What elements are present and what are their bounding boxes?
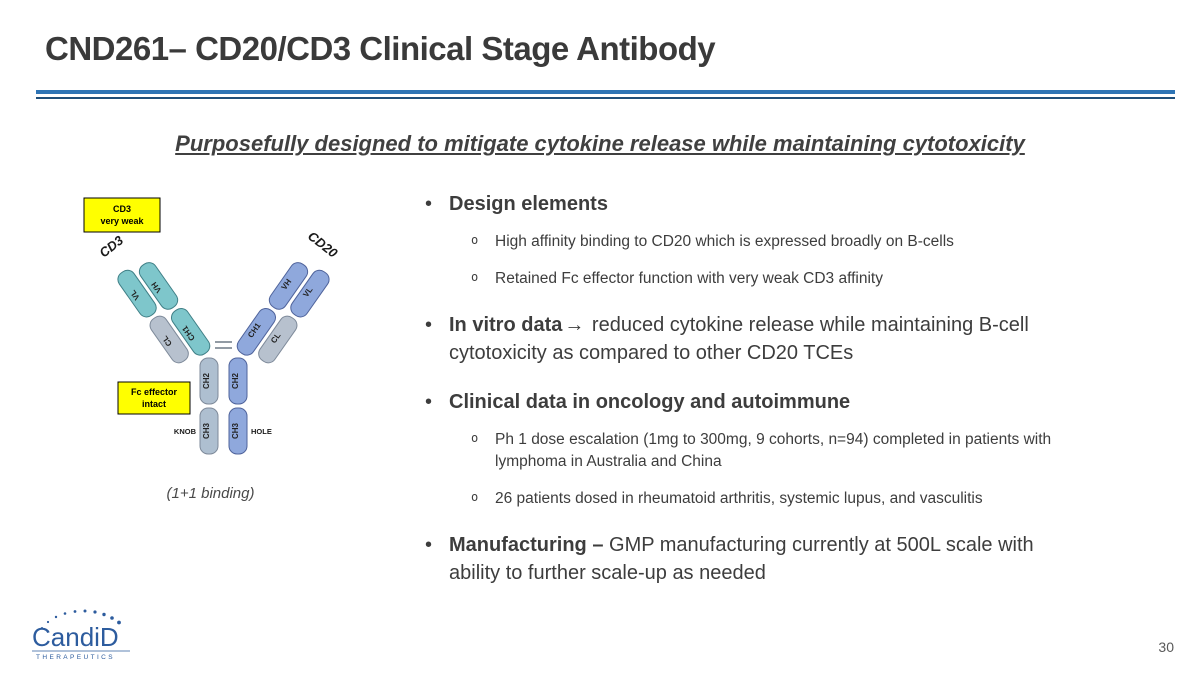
content-bullets: Design elements High affinity binding to…	[424, 190, 1064, 608]
bullet-rest: GMP manufacturing currently at 500L scal…	[449, 534, 1034, 584]
logo-subtext: THERAPEUTICS	[36, 654, 115, 661]
fc-intact-callout: Fc effector intact	[117, 381, 191, 415]
segment-ch2-hole	[228, 357, 248, 405]
bullet-lead: Design elements	[449, 193, 608, 215]
bullet-manufacturing: Manufacturing – GMP manufacturing curren…	[424, 531, 1064, 587]
sub-bullet: Ph 1 dose escalation (1mg to 300mg, 9 co…	[471, 429, 1064, 473]
page-number: 30	[1158, 639, 1174, 655]
antibody-diagram: VL CL VH CH1 VL CL VH CH1 CH2 C	[58, 192, 363, 502]
bullet-lead: Manufacturing –	[449, 534, 604, 556]
bullet-rest: reduced cytokine release while maintaini…	[449, 314, 1029, 364]
segment-ch1-left	[171, 307, 211, 356]
diagram-caption: (1+1 binding)	[166, 485, 255, 502]
bullet-design-elements: Design elements High affinity binding to…	[424, 190, 1064, 290]
title-divider	[36, 90, 1175, 99]
segment-ch3-knob	[199, 407, 219, 455]
segment-ch1-right	[236, 307, 276, 356]
segment-label-ch3-left: CH3	[202, 422, 211, 439]
right-arm-cd20: VL CL VH CH1	[236, 262, 330, 364]
cd3-weak-callout-box	[83, 197, 161, 233]
right-arrow-glyph: →	[564, 314, 585, 336]
bullet-lead: Clinical data in oncology and autoimmune	[449, 391, 851, 413]
bullet-list: Design elements High affinity binding to…	[424, 190, 1064, 587]
cd3-weak-callout: CD3 very weak	[83, 197, 161, 233]
logo-wordmark: CandiD	[32, 622, 119, 652]
segment-label-ch2-left: CH2	[202, 372, 211, 389]
knob-label: KNOB	[174, 427, 197, 436]
segment-label-ch3-right: CH3	[231, 422, 240, 439]
segment-vh-left	[138, 262, 179, 310]
segment-ch2-knob	[199, 357, 219, 405]
logo-dotted-arc	[41, 609, 121, 629]
logo-svg: CandiD THERAPEUTICS	[32, 609, 130, 661]
bullet-in-vitro-data: In vitro data→ reduced cytokine release …	[424, 311, 1064, 367]
segment-cl-right	[258, 315, 298, 364]
left-arm-cd3: VL CL VH CH1	[117, 262, 211, 364]
segment-vl-left	[117, 269, 157, 318]
sub-bullet: High affinity binding to CD20 which is e…	[471, 231, 1064, 253]
antibody-structure-svg: VL CL VH CH1 VL CL VH CH1 CH2 C	[83, 197, 341, 455]
hole-label: HOLE	[251, 427, 272, 436]
fc-intact-callout-line2: intact	[142, 399, 166, 409]
candid-therapeutics-logo: CandiD THERAPEUTICS	[30, 608, 140, 667]
cd3-weak-callout-line2: very weak	[100, 216, 144, 226]
segment-vl-right	[290, 269, 330, 318]
sub-bullet-list: Ph 1 dose escalation (1mg to 300mg, 9 co…	[471, 429, 1064, 510]
fc-intact-callout-box	[117, 381, 191, 415]
sub-bullet: 26 patients dosed in rheumatoid arthriti…	[471, 488, 1064, 510]
segment-cl-left	[149, 315, 189, 364]
sub-bullet-list: High affinity binding to CD20 which is e…	[471, 231, 1064, 290]
sub-bullet: Retained Fc effector function with very …	[471, 268, 1064, 290]
bullet-clinical-data: Clinical data in oncology and autoimmune…	[424, 388, 1064, 510]
cd3-arm-label: CD3	[96, 232, 126, 260]
fc-intact-callout-line1: Fc effector	[131, 387, 178, 397]
cd3-weak-callout-line1: CD3	[113, 204, 131, 214]
segment-ch3-hole	[228, 407, 248, 455]
segment-label-ch2-right: CH2	[231, 372, 240, 389]
cd20-arm-label: CD20	[305, 228, 341, 261]
bullet-lead: In vitro data	[449, 314, 563, 336]
slide-subtitle: Purposefully designed to mitigate cytoki…	[175, 131, 1025, 156]
page-title: CND261– CD20/CD3 Clinical Stage Antibody	[45, 30, 716, 67]
segment-vh-right	[268, 262, 309, 310]
